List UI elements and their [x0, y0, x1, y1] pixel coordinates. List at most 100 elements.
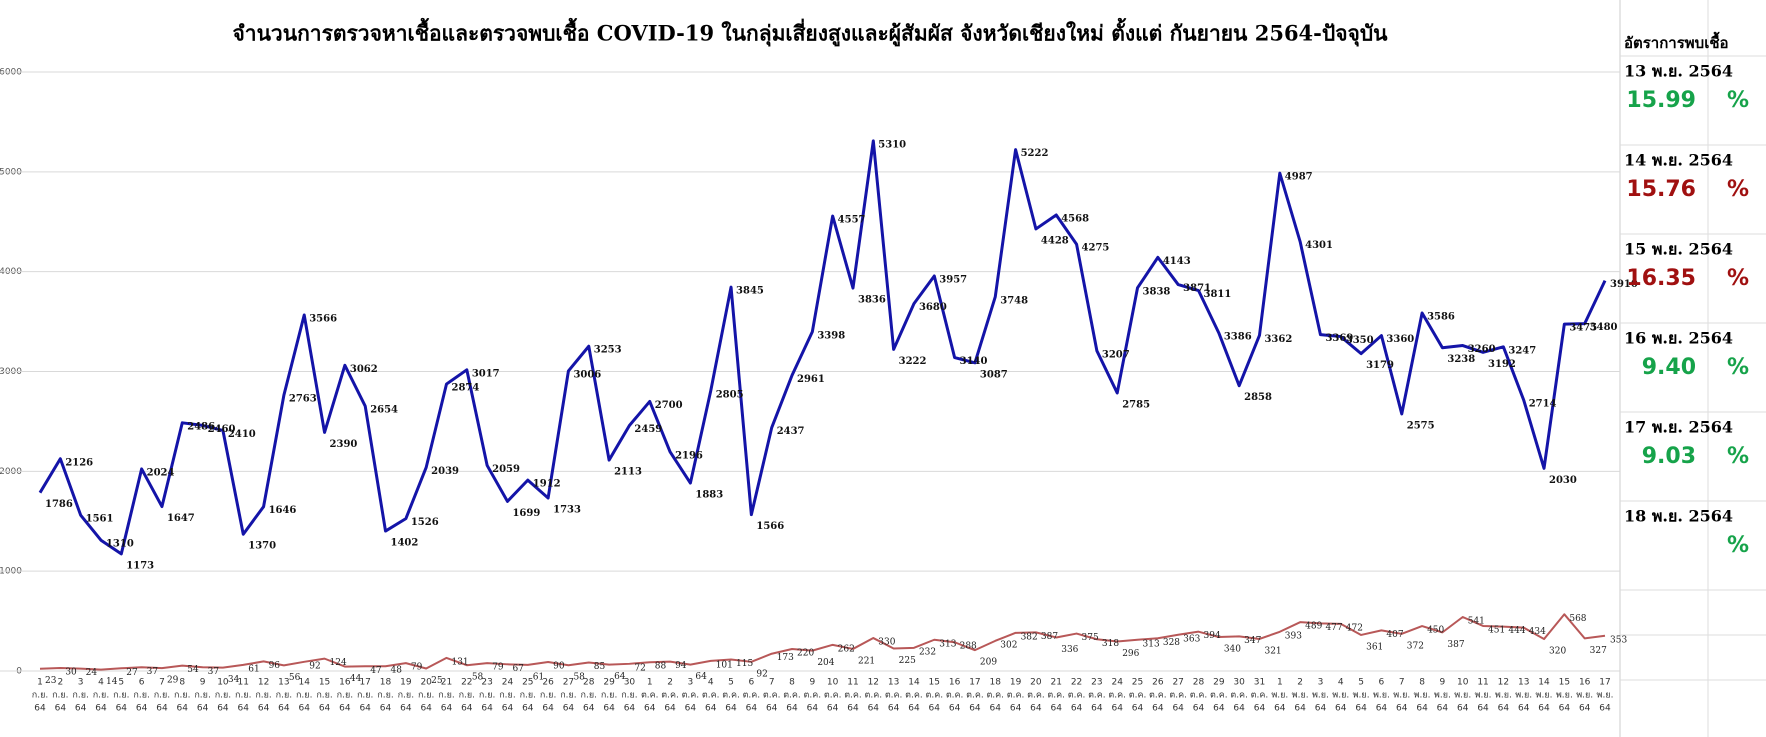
- x-tick-label: 29: [1213, 678, 1225, 688]
- x-tick-label: 64: [1274, 704, 1286, 714]
- data-label: 2714: [1529, 399, 1557, 410]
- x-tick-label: 64: [908, 704, 920, 714]
- x-tick-label: 9: [809, 678, 815, 688]
- x-tick-label: ก.ย.: [560, 691, 576, 701]
- data-label: 56: [289, 673, 301, 683]
- x-tick-label: พ.ย.: [1414, 691, 1431, 701]
- x-tick-label: 17: [359, 678, 370, 688]
- x-tick-label: 11: [238, 678, 249, 688]
- data-label: 1370: [248, 541, 276, 552]
- x-tick-label: ต.ค.: [844, 691, 862, 701]
- x-tick-label: 64: [75, 704, 87, 714]
- x-tick-label: ต.ค.: [925, 691, 943, 701]
- x-tick-label: 8: [179, 678, 185, 688]
- data-label: 3586: [1427, 311, 1455, 322]
- data-label: 1402: [391, 538, 419, 549]
- data-label: 2654: [370, 405, 398, 416]
- x-tick-label: 30: [1233, 678, 1245, 688]
- x-tick-label: 30: [624, 678, 636, 688]
- panel-unit: %: [1727, 533, 1749, 558]
- data-label: 407: [1386, 630, 1403, 640]
- data-label: 23: [45, 676, 57, 686]
- x-tick-label: พ.ย.: [1556, 691, 1573, 701]
- x-tick-label: 64: [217, 704, 229, 714]
- data-label: 88: [655, 662, 667, 672]
- data-label: 24: [86, 668, 98, 678]
- data-label: 14: [106, 677, 118, 687]
- panel-rate: 15.99: [1626, 88, 1696, 113]
- x-tick-label: ก.ย.: [215, 691, 231, 701]
- x-tick-label: 64: [116, 704, 128, 714]
- chart-title: จำนวนการตรวจหาเชื้อและตรวจพบเชื้อ COVID-…: [232, 18, 1388, 48]
- x-tick-label: ก.ย.: [418, 691, 434, 701]
- x-tick-label: 4: [98, 678, 104, 688]
- data-label: 3260: [1468, 344, 1496, 355]
- data-label: 1733: [553, 504, 581, 515]
- data-label: 450: [1427, 626, 1444, 636]
- data-label: 477: [1325, 623, 1342, 633]
- x-tick-label: 64: [1416, 704, 1428, 714]
- x-tick-label: 64: [1538, 704, 1550, 714]
- x-tick-label: 25: [522, 678, 533, 688]
- x-tick-label: ก.ย.: [479, 691, 495, 701]
- x-tick-label: 64: [1315, 704, 1327, 714]
- data-label: 47: [370, 666, 382, 676]
- data-label: 2126: [65, 457, 93, 468]
- x-tick-label: 64: [542, 704, 554, 714]
- data-label: 3017: [472, 368, 500, 379]
- x-tick-label: 2: [57, 678, 63, 688]
- panel-date: 14 พ.ย. 2564: [1624, 151, 1733, 170]
- x-tick-label: 4: [1338, 678, 1344, 688]
- data-label: 3179: [1366, 360, 1394, 371]
- x-tick-label: พ.ย.: [1312, 691, 1329, 701]
- data-label: 3192: [1488, 359, 1516, 370]
- data-label: 444: [1508, 626, 1525, 636]
- data-label: 472: [1346, 623, 1363, 633]
- x-tick-label: 10: [1457, 678, 1469, 688]
- data-label: 296: [1122, 649, 1139, 659]
- data-label: 44: [350, 674, 362, 684]
- data-label: 92: [756, 669, 767, 679]
- data-label: 4275: [1082, 243, 1110, 254]
- x-tick-label: 12: [1498, 678, 1509, 688]
- x-tick-label: พ.ย.: [1576, 691, 1593, 701]
- x-tick-label: 16: [949, 678, 961, 688]
- x-tick-label: 16: [339, 678, 351, 688]
- x-tick-label: 2: [1297, 678, 1303, 688]
- x-tick-label: 27: [563, 678, 574, 688]
- x-tick-label: ก.ย.: [235, 691, 251, 701]
- x-tick-label: 64: [1152, 704, 1164, 714]
- data-label: 3748: [1000, 295, 1028, 306]
- data-label: 320: [1549, 647, 1566, 657]
- data-label: 2410: [228, 429, 256, 440]
- x-tick-label: 23: [481, 678, 492, 688]
- x-tick-label: ก.ย.: [32, 691, 48, 701]
- data-label: 3910: [1610, 279, 1638, 290]
- x-tick-label: 14: [298, 678, 310, 688]
- x-tick-label: 19: [1010, 678, 1022, 688]
- x-tick-label: ก.ย.: [377, 691, 393, 701]
- x-tick-label: 64: [197, 704, 209, 714]
- x-tick-label: 64: [1579, 704, 1591, 714]
- x-tick-label: 64: [1294, 704, 1306, 714]
- series-line: [39, 613, 1606, 671]
- x-tick-label: 14: [1538, 678, 1550, 688]
- x-tick-label: 64: [1030, 704, 1042, 714]
- data-label: 79: [492, 663, 504, 673]
- x-tick-label: 8: [789, 678, 795, 688]
- data-label: 54: [187, 665, 199, 675]
- data-label: 1173: [126, 560, 154, 571]
- x-tick-label: 64: [1233, 704, 1245, 714]
- x-tick-label: 1: [37, 678, 43, 688]
- data-label: 336: [1061, 645, 1078, 655]
- x-tick-label: 28: [1193, 678, 1205, 688]
- data-label: 204: [817, 658, 834, 668]
- data-label: 3845: [736, 286, 764, 297]
- x-tick-label: 6: [1379, 678, 1385, 688]
- x-tick-label: 2: [667, 678, 673, 688]
- x-tick-label: 26: [542, 678, 554, 688]
- x-tick-label: ก.ย.: [601, 691, 617, 701]
- data-label: 3386: [1224, 331, 1252, 342]
- x-tick-label: พ.ย.: [1271, 691, 1288, 701]
- x-tick-label: 64: [685, 704, 697, 714]
